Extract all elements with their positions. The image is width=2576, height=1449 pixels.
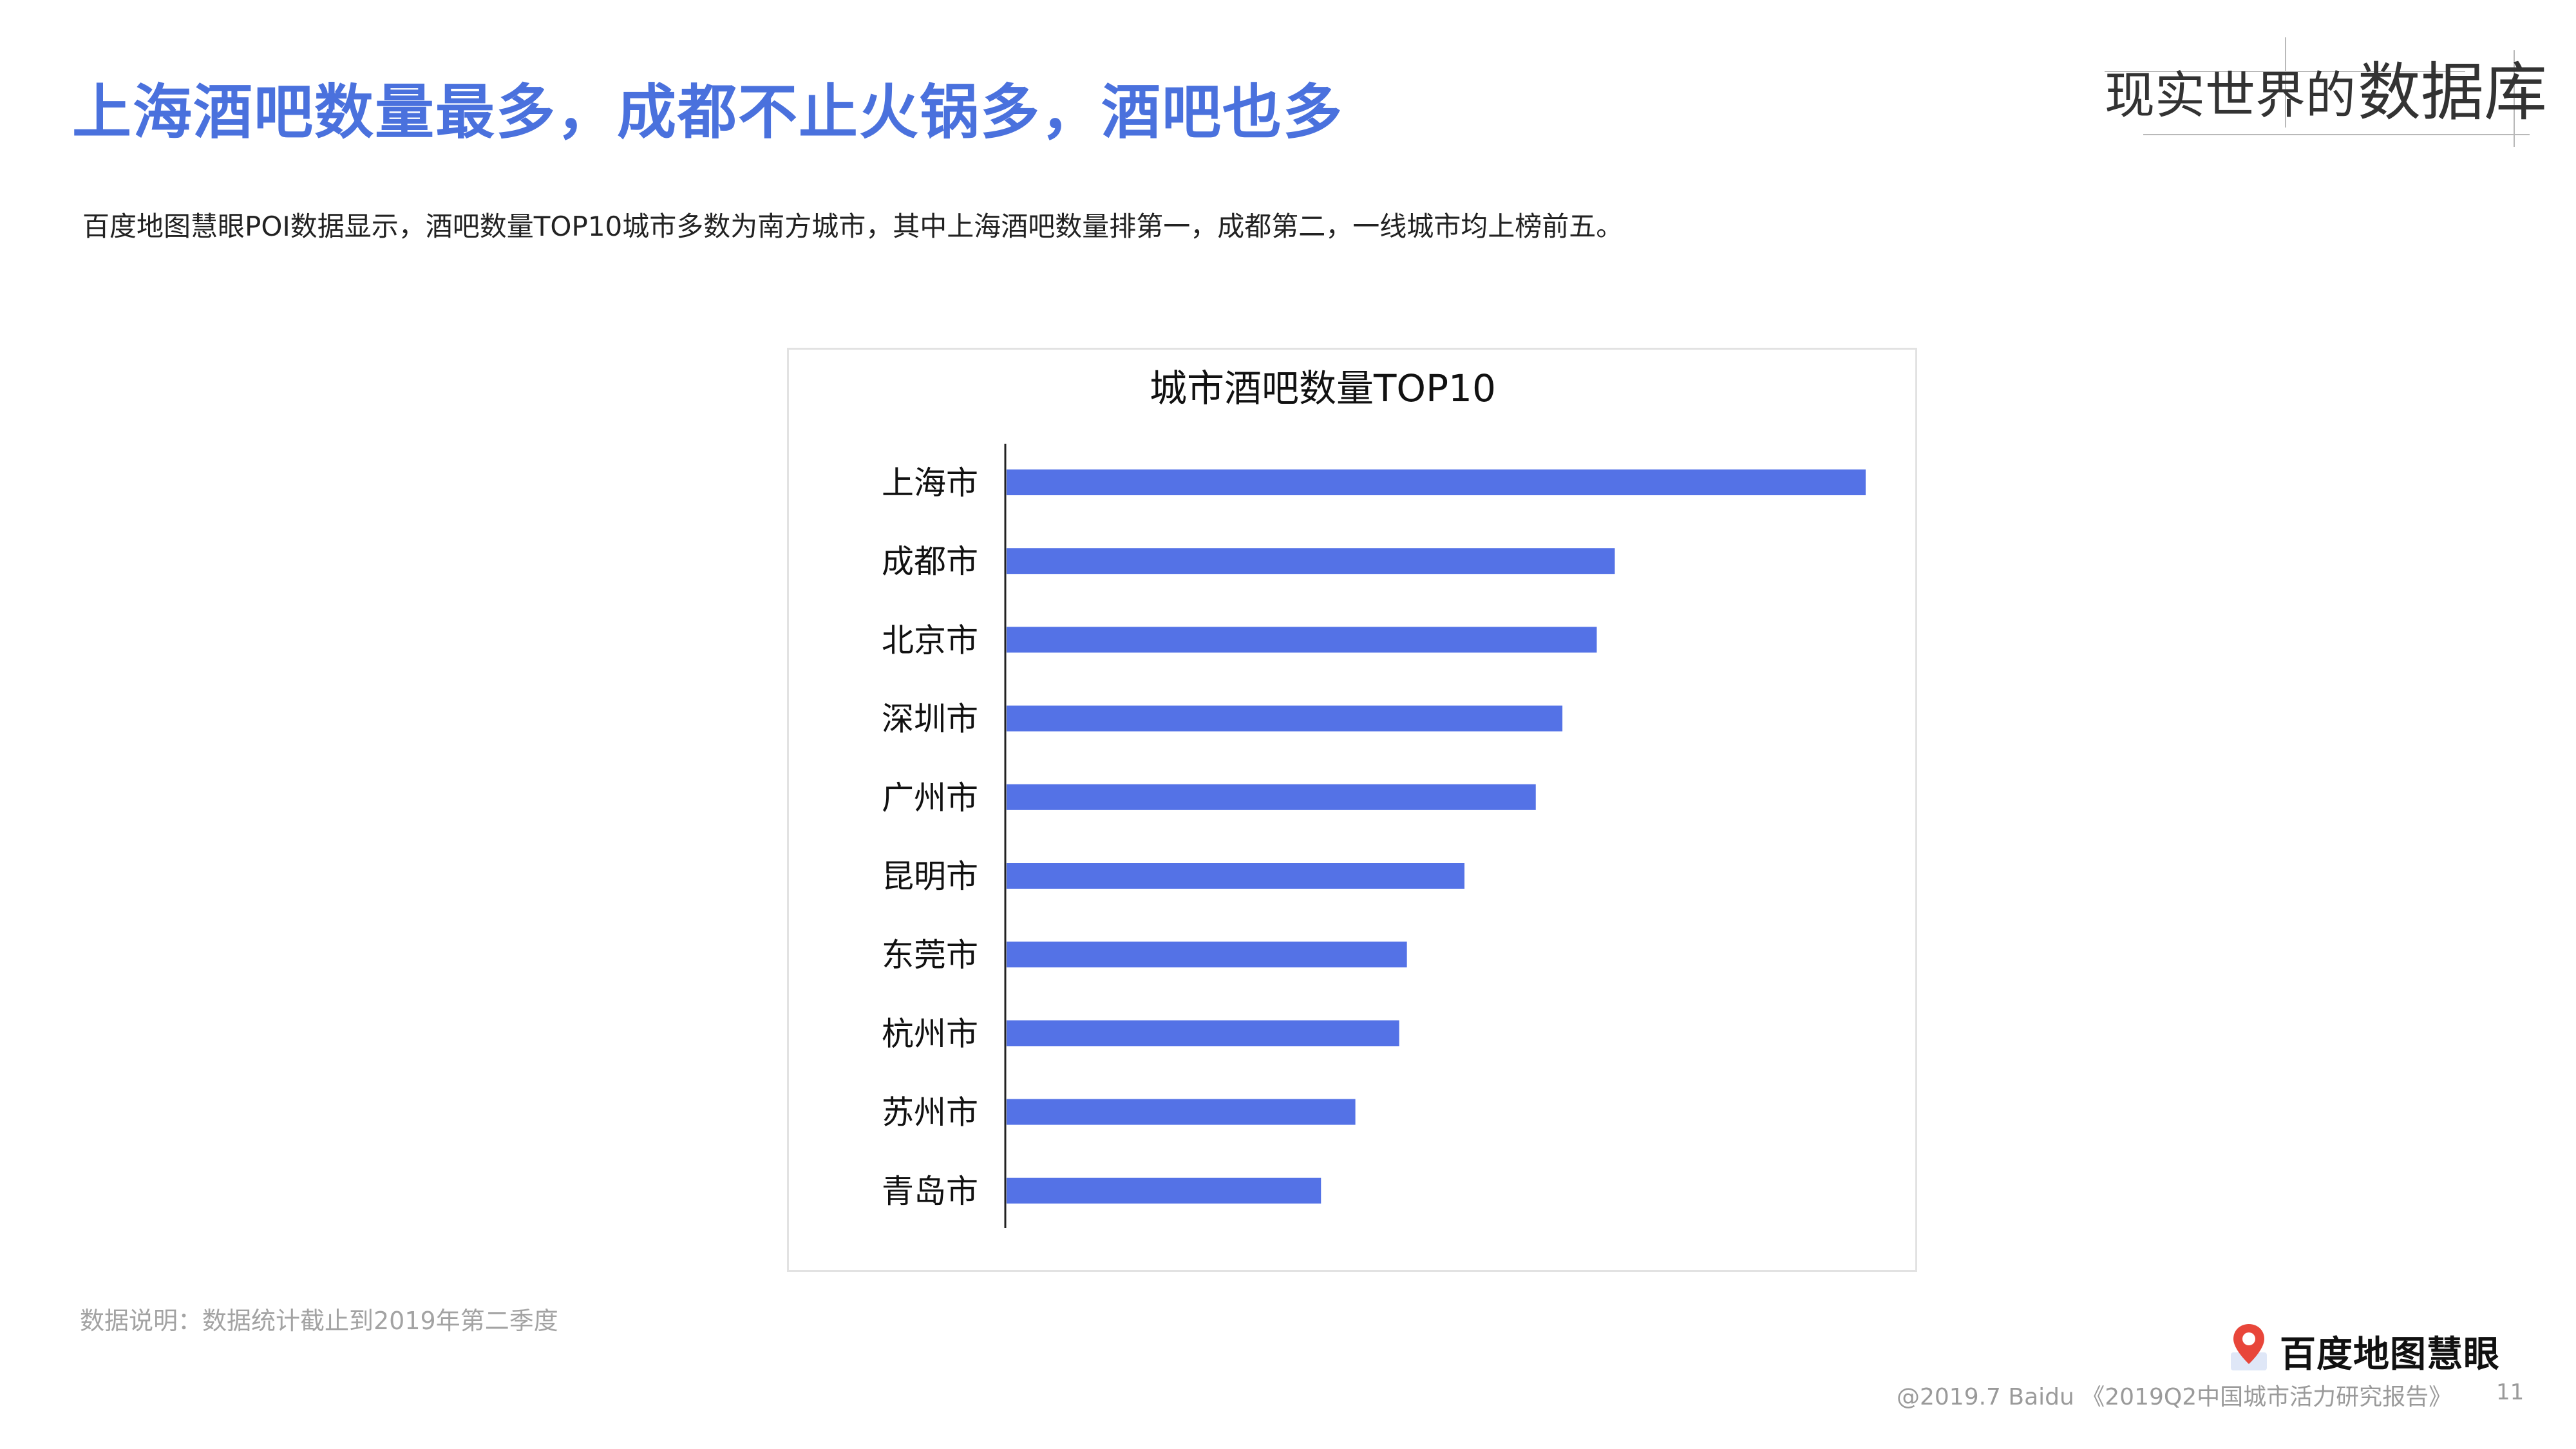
category-label: 苏州市 — [882, 1094, 978, 1132]
bar-10 — [1007, 1177, 1321, 1204]
slogan-rule-bottom — [2143, 134, 2530, 135]
bar-7 — [1007, 942, 1407, 968]
page-subtitle: 百度地图慧眼POI数据显示，酒吧数量TOP10城市多数为南方城市，其中上海酒吧数… — [82, 211, 1624, 242]
slogan-text-1: 现实世界的 — [2105, 67, 2356, 125]
map-pin-icon — [2231, 1324, 2267, 1370]
brand-slogan: 现实世界的 数据库 — [2105, 37, 2547, 153]
bar-2 — [1007, 548, 1615, 574]
bar-3 — [1007, 627, 1597, 653]
category-label: 广州市 — [882, 779, 978, 817]
bars-layer — [1007, 469, 1866, 1204]
bar-5 — [1007, 784, 1536, 810]
slogan-rule-vertical — [2285, 37, 2286, 128]
page-number: 11 — [2496, 1379, 2524, 1405]
category-label: 深圳市 — [882, 701, 978, 738]
chart-title: 城市酒吧数量TOP10 — [1150, 366, 1496, 410]
category-label: 杭州市 — [882, 1015, 978, 1052]
category-label: 上海市 — [882, 464, 978, 502]
category-label: 成都市 — [882, 543, 978, 580]
bar-4 — [1007, 705, 1563, 732]
bar-9 — [1007, 1099, 1356, 1125]
bar-1 — [1007, 469, 1866, 495]
bar-8 — [1007, 1020, 1399, 1046]
bar-chart: 城市酒吧数量TOP10 上海市成都市北京市深圳市广州市昆明市东莞市杭州市苏州市青… — [882, 366, 1866, 1228]
data-note: 数据说明：数据统计截止到2019年第二季度 — [80, 1307, 558, 1335]
category-label: 东莞市 — [882, 936, 978, 974]
category-label: 昆明市 — [882, 858, 978, 895]
logo-text: 百度地图慧眼 — [2280, 1334, 2500, 1376]
chart-frame: 城市酒吧数量TOP10 上海市成都市北京市深圳市广州市昆明市东莞市杭州市苏州市青… — [787, 348, 1917, 1272]
page-headline: 上海酒吧数量最多，成都不止火锅多，酒吧也多 — [72, 78, 1344, 147]
report-reference: @2019.7 Baidu 《2019Q2中国城市活力研究报告》 — [1897, 1384, 2452, 1410]
baidu-map-logo: 百度地图慧眼 — [2228, 1321, 2499, 1376]
bar-6 — [1007, 863, 1465, 889]
category-label: 北京市 — [882, 621, 978, 659]
category-label: 青岛市 — [882, 1173, 978, 1210]
slogan-text-2: 数据库 — [2358, 56, 2548, 129]
slogan-rule-vertical-2 — [2514, 50, 2515, 147]
